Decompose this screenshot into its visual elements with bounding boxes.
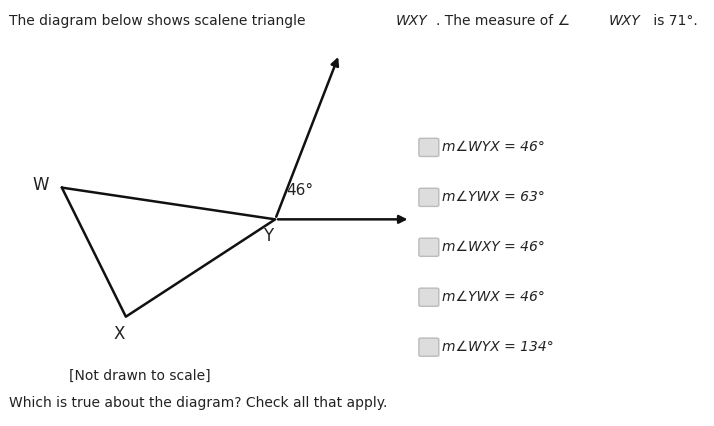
FancyBboxPatch shape (419, 138, 439, 156)
FancyBboxPatch shape (419, 238, 439, 256)
Text: Which is true about the diagram? Check all that apply.: Which is true about the diagram? Check a… (9, 396, 387, 410)
Text: The diagram below shows scalene triangle: The diagram below shows scalene triangle (9, 14, 309, 28)
FancyBboxPatch shape (419, 188, 439, 207)
Text: m∠WYX = 134°: m∠WYX = 134° (443, 340, 554, 354)
Text: [Not drawn to scale]: [Not drawn to scale] (69, 369, 211, 383)
Text: m∠WXY = 46°: m∠WXY = 46° (443, 240, 545, 254)
Text: is 71°.: is 71°. (649, 14, 698, 28)
Text: Y: Y (263, 227, 273, 245)
Text: m∠YWX = 63°: m∠YWX = 63° (443, 190, 545, 204)
Text: 46°: 46° (286, 183, 313, 198)
Text: WXY: WXY (608, 14, 640, 28)
Text: WXY: WXY (396, 14, 427, 28)
Text: m∠WYX = 46°: m∠WYX = 46° (443, 141, 545, 154)
FancyBboxPatch shape (419, 338, 439, 356)
Text: . The measure of ∠: . The measure of ∠ (436, 14, 570, 28)
Text: m∠YWX = 46°: m∠YWX = 46° (443, 290, 545, 304)
Text: W: W (32, 176, 49, 195)
Text: X: X (113, 325, 124, 343)
FancyBboxPatch shape (419, 288, 439, 306)
